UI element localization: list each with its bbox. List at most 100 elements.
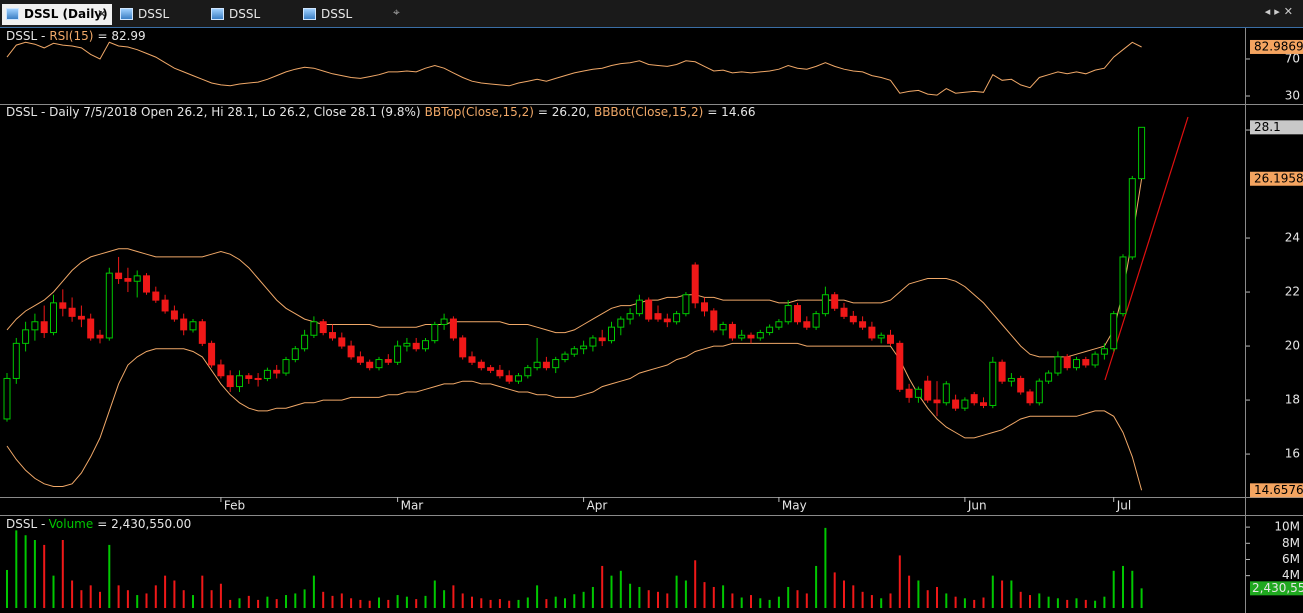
candle-body bbox=[849, 315, 857, 323]
value-tag: 26.1958 bbox=[1254, 171, 1303, 185]
y-tick-label: 70 bbox=[1285, 51, 1300, 65]
candle-body bbox=[645, 299, 653, 320]
candle-body bbox=[115, 272, 123, 280]
candle-body bbox=[375, 359, 383, 369]
close-tab[interactable]: ✕ bbox=[96, 7, 107, 21]
tab-bar: DSSL (Daily)✕ DSSL (Daily) DSSL (Daily) … bbox=[0, 0, 1303, 42]
candle-body bbox=[1017, 377, 1025, 393]
candle-body bbox=[775, 321, 783, 328]
candle-body bbox=[701, 302, 708, 312]
value-tag-bg bbox=[1250, 581, 1303, 596]
candle-body bbox=[1100, 348, 1108, 355]
candle-body bbox=[1128, 178, 1136, 258]
candle-body bbox=[1045, 372, 1053, 382]
candle-body bbox=[1110, 313, 1118, 350]
candle-body bbox=[914, 388, 922, 398]
value-tag-bg bbox=[1250, 120, 1303, 135]
series-name: RSI(15) bbox=[49, 29, 93, 43]
candle-body bbox=[170, 310, 178, 320]
candle-body bbox=[887, 334, 894, 344]
candle-body bbox=[105, 272, 113, 339]
candle-body bbox=[412, 342, 420, 350]
candle-body bbox=[533, 361, 541, 369]
candle-body bbox=[924, 380, 932, 401]
candle-body bbox=[728, 323, 736, 339]
candle-body bbox=[1026, 391, 1034, 404]
y-tick-label: 18 bbox=[1285, 393, 1300, 407]
candle-body bbox=[840, 307, 848, 317]
candle-body bbox=[161, 299, 169, 312]
candle-body bbox=[998, 361, 1006, 382]
candle-body bbox=[589, 337, 597, 347]
x-tick-label: May bbox=[782, 499, 807, 513]
y-tick-label: 20 bbox=[1285, 339, 1300, 353]
candle-body bbox=[319, 321, 327, 334]
candle-body bbox=[747, 334, 755, 339]
candle-body bbox=[803, 321, 811, 328]
candle-body bbox=[12, 342, 20, 379]
candle-body bbox=[542, 361, 550, 369]
candle-body bbox=[784, 305, 792, 323]
candle-body bbox=[431, 323, 439, 342]
y-tick-label: 4M bbox=[1282, 568, 1300, 582]
rsi-line bbox=[6, 41, 1142, 96]
tab-navigation[interactable]: ◂▸✕ bbox=[1264, 5, 1297, 18]
candle-body bbox=[77, 315, 85, 320]
candle-body bbox=[96, 334, 104, 339]
candle-body bbox=[22, 329, 30, 344]
series-name: BBTop(Close,15,2) bbox=[425, 105, 534, 119]
candle-body bbox=[580, 345, 588, 350]
candle-body bbox=[673, 313, 681, 323]
x-tick-label: Jul bbox=[1116, 499, 1131, 513]
candle-body bbox=[245, 375, 253, 379]
value-tag: 14.6576 bbox=[1254, 483, 1303, 497]
candle-body bbox=[496, 369, 504, 377]
candle-body bbox=[143, 275, 150, 293]
y-tick-label: 24 bbox=[1285, 231, 1300, 245]
candle-body bbox=[570, 348, 578, 355]
candle-body bbox=[198, 321, 206, 344]
candle-body bbox=[152, 291, 160, 301]
candle-body bbox=[561, 353, 569, 361]
y-tick-label: 10M bbox=[1274, 520, 1300, 534]
candle-body bbox=[384, 359, 392, 363]
candle-body bbox=[1063, 356, 1071, 369]
candle-body bbox=[124, 278, 132, 282]
pane-title: DSSL - Volume = 2,430,550.00 bbox=[6, 517, 191, 531]
candle-body bbox=[449, 318, 457, 339]
candle-body bbox=[756, 332, 764, 339]
candle-body bbox=[635, 299, 643, 315]
candle-body bbox=[254, 377, 262, 380]
title: DSSL - bbox=[6, 517, 45, 531]
candle-body bbox=[477, 361, 485, 369]
value-tag: 28.1 bbox=[1254, 120, 1281, 134]
x-tick-label: Apr bbox=[587, 499, 608, 513]
candle-body bbox=[1054, 356, 1062, 374]
candle-body bbox=[1007, 377, 1015, 382]
pane-title: DSSL - RSI(15) = 82.99 bbox=[6, 29, 146, 43]
new-tab[interactable]: ⌖ bbox=[393, 5, 400, 19]
x-tick-label: Mar bbox=[401, 499, 424, 513]
candle-body bbox=[1035, 380, 1043, 404]
band-line bbox=[6, 342, 1143, 491]
candle-body bbox=[1082, 359, 1090, 366]
candle-body bbox=[310, 321, 318, 336]
candle-body bbox=[282, 359, 290, 374]
trend-line[interactable] bbox=[1104, 116, 1189, 381]
candle-body bbox=[263, 369, 271, 379]
candle-body bbox=[347, 345, 355, 358]
x-tick-label: Jun bbox=[967, 499, 987, 513]
series-value: = 82.99 bbox=[97, 29, 145, 43]
value-tag: 82.9869 bbox=[1254, 39, 1303, 53]
y-tick-label: 22 bbox=[1285, 285, 1300, 299]
candle-body bbox=[682, 294, 690, 315]
candle-body bbox=[719, 323, 727, 331]
pane-title: DSSL - Daily 7/5/2018 Open 26.2, Hi 28.1… bbox=[6, 105, 756, 119]
candle-body bbox=[50, 302, 57, 334]
candle-body bbox=[505, 375, 513, 382]
series-value: = 26.20, bbox=[538, 105, 590, 119]
tab[interactable]: DSSL (Daily) ✕ bbox=[2, 4, 112, 25]
title: DSSL - Daily 7/5/2018 Open 26.2, Hi 28.1… bbox=[6, 105, 421, 119]
candle-body bbox=[1119, 256, 1127, 315]
